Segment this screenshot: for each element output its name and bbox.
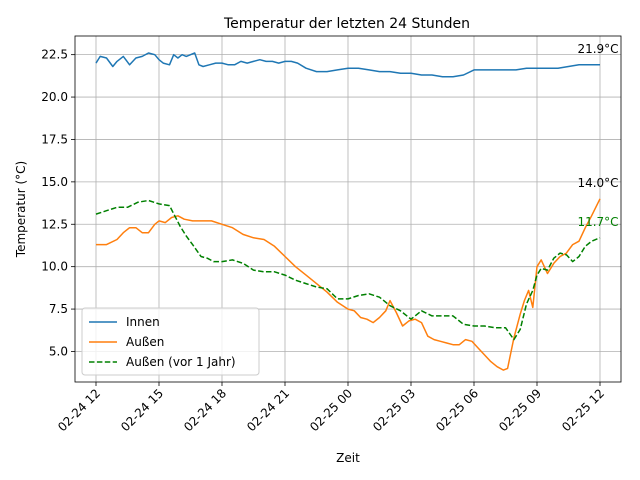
end-label-aussen: 14.0°C [577, 176, 618, 190]
series-line-aussen [96, 198, 601, 371]
series-layer [95, 52, 601, 371]
y-axis-label: Temperatur (°C) [14, 161, 28, 258]
y-tick-label: 20.0 [41, 90, 68, 104]
chart-title: Temperatur der letzten 24 Stunden [223, 16, 470, 32]
y-tick-label: 15.0 [41, 175, 68, 189]
legend-label-aussen: Außen [126, 335, 164, 349]
legend-label-innen: Innen [126, 315, 160, 329]
series-line-innen [95, 52, 600, 78]
y-tick-label: 7.5 [49, 302, 68, 316]
y-tick-label: 22.5 [41, 48, 68, 62]
y-axis-ticks: 5.0 7.5 10.0 12.5 15.0 17.5 20.0 22.5 [41, 48, 75, 358]
legend: Innen Außen Außen (vor 1 Jahr) [81, 307, 260, 376]
legend-box [81, 307, 260, 376]
legend-label-aussen-vor-1-jahr: Außen (vor 1 Jahr) [126, 355, 236, 369]
end-label-innen: 21.9°C [577, 42, 618, 56]
y-tick-label: 5.0 [49, 344, 68, 358]
y-tick-label: 12.5 [41, 217, 68, 231]
y-tick-label: 17.5 [41, 132, 68, 146]
y-tick-label: 10.0 [41, 260, 68, 274]
end-labels: 21.9°C 14.0°C 11.7°C [577, 42, 618, 229]
series-line-aussen-vor-1-jahr [95, 199, 601, 341]
end-label-aussen-vor-1-jahr: 11.7°C [577, 215, 618, 229]
x-axis-label: Zeit [336, 451, 360, 465]
